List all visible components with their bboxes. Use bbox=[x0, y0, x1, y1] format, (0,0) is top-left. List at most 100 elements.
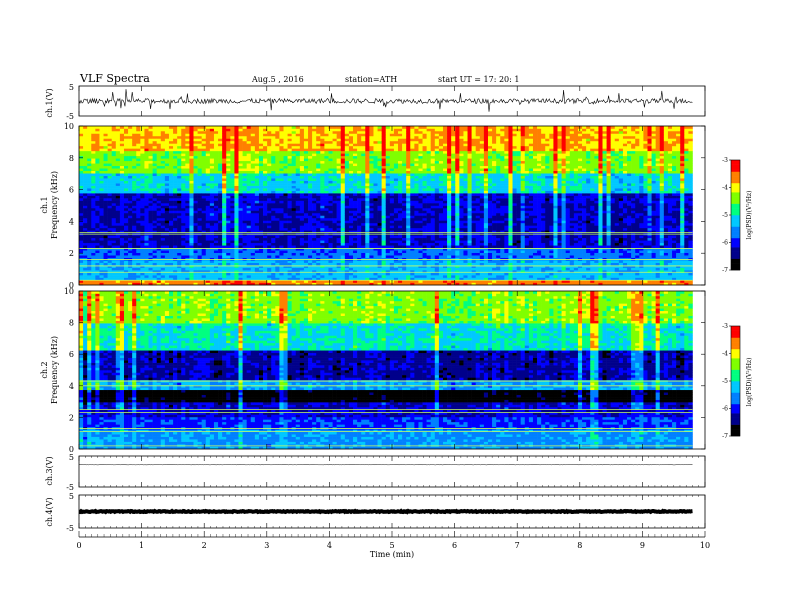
spectrogram-cell bbox=[177, 170, 182, 174]
spectrogram-cell bbox=[377, 220, 382, 224]
spectrogram-cell bbox=[201, 262, 207, 266]
spectrogram-cell bbox=[328, 265, 333, 268]
spectrogram-cell bbox=[254, 282, 260, 286]
spectrogram-cell bbox=[226, 138, 231, 142]
spectrogram-cell bbox=[87, 265, 92, 268]
spectrogram-cell bbox=[263, 205, 268, 209]
spectrogram-cell bbox=[340, 280, 346, 283]
spectrogram-cell bbox=[168, 217, 174, 221]
spectrogram-cell bbox=[328, 262, 333, 266]
spectrogram-cell bbox=[136, 178, 141, 181]
spectrogram-cell bbox=[365, 275, 370, 278]
spectrogram-cell bbox=[87, 245, 92, 249]
spectrogram-cell bbox=[283, 277, 288, 281]
spectrogram-cell bbox=[189, 158, 194, 162]
spectrogram-cell bbox=[389, 247, 395, 251]
spectrogram-cell bbox=[222, 130, 227, 134]
spectrogram-cell bbox=[164, 203, 170, 206]
spectrogram-cell bbox=[344, 207, 350, 211]
spectrogram-cell bbox=[79, 173, 84, 176]
spectrogram-cell bbox=[205, 163, 211, 167]
spectrogram-cell bbox=[271, 173, 276, 176]
spectrogram-cell bbox=[115, 255, 121, 258]
spectrogram-cell bbox=[291, 155, 297, 159]
spectrogram-cell bbox=[385, 143, 391, 147]
spectrogram-cell bbox=[328, 145, 333, 149]
spectrogram-cell bbox=[389, 225, 395, 229]
spectrogram-cell bbox=[389, 173, 395, 176]
spectrogram-cell bbox=[373, 175, 378, 179]
spectrogram-cell bbox=[320, 225, 325, 229]
spectrogram-cell bbox=[148, 195, 153, 199]
spectrogram-cell bbox=[336, 130, 342, 134]
spectrogram-cell bbox=[369, 247, 374, 251]
spectrogram-cell bbox=[365, 138, 370, 142]
spectrogram-cell bbox=[271, 230, 276, 234]
spectrogram-cell bbox=[320, 203, 325, 206]
spectrogram-cell bbox=[213, 265, 219, 268]
spectrogram-cell bbox=[361, 195, 366, 199]
spectrogram-cell bbox=[381, 180, 387, 184]
spectrogram-cell bbox=[222, 188, 227, 191]
spectrogram-cell bbox=[148, 260, 153, 263]
spectrogram-cell bbox=[287, 195, 292, 199]
spectrogram-cell bbox=[320, 143, 325, 147]
spectrogram-cell bbox=[303, 212, 309, 216]
spectrogram-cell bbox=[160, 188, 166, 191]
spectrogram-cell bbox=[185, 203, 190, 206]
spectrogram-cell bbox=[177, 198, 182, 201]
spectrogram-cell bbox=[205, 217, 211, 221]
spectrogram-cell bbox=[295, 225, 301, 229]
spectrogram-cell bbox=[205, 155, 211, 159]
spectrogram-cell bbox=[230, 155, 235, 159]
spectrogram-cell bbox=[348, 180, 354, 184]
spectrogram-cell bbox=[83, 165, 88, 169]
spectrogram-cell bbox=[119, 267, 125, 271]
spectrogram-cell bbox=[226, 158, 231, 162]
spectrogram-cell bbox=[357, 168, 362, 172]
spectrogram-cell bbox=[185, 250, 190, 254]
spectrogram-cell bbox=[328, 260, 333, 263]
spectrogram-cell bbox=[83, 282, 88, 286]
spectrogram-cell bbox=[164, 163, 170, 167]
spectrogram-cell bbox=[222, 180, 227, 184]
spectrogram-cell bbox=[230, 210, 235, 214]
spectrogram-cell bbox=[152, 207, 158, 211]
spectrogram-cell bbox=[152, 237, 158, 241]
spectrogram-cell bbox=[299, 235, 305, 239]
spectrogram-cell bbox=[389, 255, 395, 258]
spectrogram-cell bbox=[193, 220, 198, 224]
spectrogram-cell bbox=[287, 150, 292, 154]
spectrogram-cell bbox=[205, 227, 211, 231]
spectrogram-cell bbox=[344, 200, 350, 204]
spectrogram-cell bbox=[385, 188, 391, 191]
spectrogram-cell bbox=[344, 247, 350, 251]
spectrogram-cell bbox=[361, 198, 366, 201]
spectrogram-cell bbox=[377, 240, 382, 244]
spectrogram-cell bbox=[103, 190, 108, 194]
spectrogram-cell bbox=[316, 272, 321, 276]
spectrogram-cell bbox=[222, 235, 227, 239]
spectrogram-cell bbox=[279, 170, 284, 174]
spectrogram-cell bbox=[267, 252, 272, 256]
spectrogram-cell bbox=[168, 252, 174, 256]
spectrogram-cell bbox=[324, 227, 329, 231]
spectrogram-cell bbox=[299, 247, 305, 251]
spectrogram-cell bbox=[197, 160, 202, 164]
spectrogram-cell bbox=[205, 247, 211, 251]
spectrogram-cell bbox=[316, 255, 321, 258]
spectrogram-cell bbox=[295, 275, 301, 278]
spectrogram-cell bbox=[295, 205, 301, 209]
spectrogram-cell bbox=[242, 240, 247, 244]
spectrogram-cell bbox=[209, 205, 215, 209]
spectrogram-cell bbox=[238, 237, 243, 241]
spectrogram-cell bbox=[226, 126, 231, 129]
spectrogram-cell bbox=[312, 230, 317, 234]
spectrogram-cell bbox=[177, 247, 182, 251]
spectrogram-cell bbox=[222, 126, 227, 129]
spectrogram-cell bbox=[295, 265, 301, 268]
spectrogram-cell bbox=[242, 212, 247, 216]
spectrogram-cell bbox=[324, 198, 329, 201]
spectrogram-cell bbox=[218, 222, 223, 226]
spectrogram-cell bbox=[185, 282, 190, 286]
